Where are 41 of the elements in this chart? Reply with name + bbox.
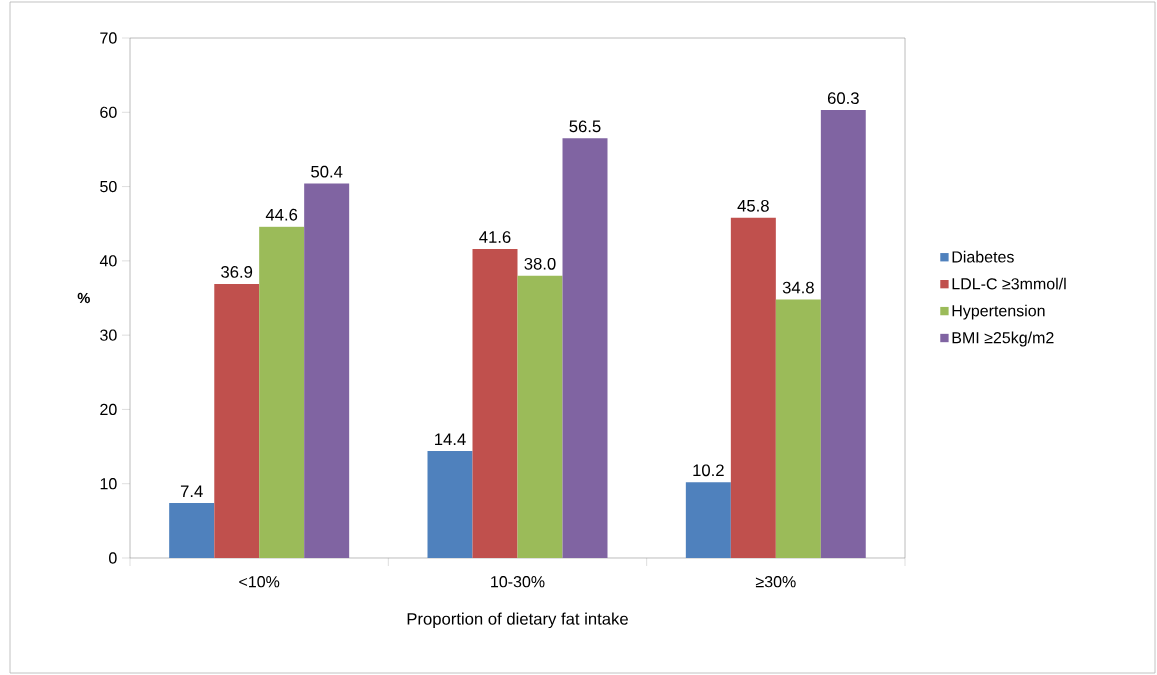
x-axis-title: Proportion of dietary fat intake	[407, 612, 628, 629]
data-label: 41.6	[479, 231, 511, 243]
bar	[730, 217, 776, 558]
data-label: 14.4	[435, 433, 466, 445]
bar	[304, 183, 350, 558]
bar	[775, 299, 821, 558]
data-label: 36.9	[221, 266, 253, 278]
x-tick-label: <10%	[239, 576, 280, 588]
y-tick-label: 40	[99, 255, 117, 267]
bar	[427, 451, 473, 558]
bar	[820, 110, 866, 558]
y-tick-label: 10	[100, 478, 117, 490]
y-tick-label: 20	[100, 403, 117, 416]
bar	[562, 138, 608, 558]
data-label: 56.5	[569, 120, 601, 133]
legend-label: Diabetes	[952, 250, 1014, 263]
data-label: 38.0	[524, 257, 556, 270]
y-tick-label: 70	[100, 32, 117, 44]
data-label: 60.3	[827, 92, 859, 105]
legend-label: LDL-C ≥3mmol/l	[952, 277, 1066, 290]
data-label: 10.2	[693, 464, 724, 477]
bar	[259, 226, 305, 558]
data-label: 7.4	[180, 485, 203, 497]
y-tick-label: 30	[100, 329, 117, 341]
bar	[472, 248, 518, 558]
x-tick-label: ≥30%	[755, 576, 796, 588]
y-tick-label: 60	[100, 106, 117, 118]
x-tick-label: 10-30%	[491, 576, 545, 588]
bar	[517, 275, 563, 558]
data-label: 44.6	[265, 208, 298, 221]
bar	[685, 482, 731, 558]
bar	[169, 503, 215, 558]
y-tick-label: 50	[100, 180, 117, 193]
y-tick-label: 0	[109, 552, 117, 564]
legend-label: BMI ≥25kg/m2	[952, 331, 1054, 347]
data-label: 45.8	[737, 199, 769, 212]
data-label: 34.8	[782, 281, 814, 294]
y-axis-title: %	[77, 292, 90, 304]
legend-label: Hypertension	[952, 304, 1045, 320]
bar	[214, 283, 260, 558]
data-label: 50.4	[311, 165, 343, 178]
